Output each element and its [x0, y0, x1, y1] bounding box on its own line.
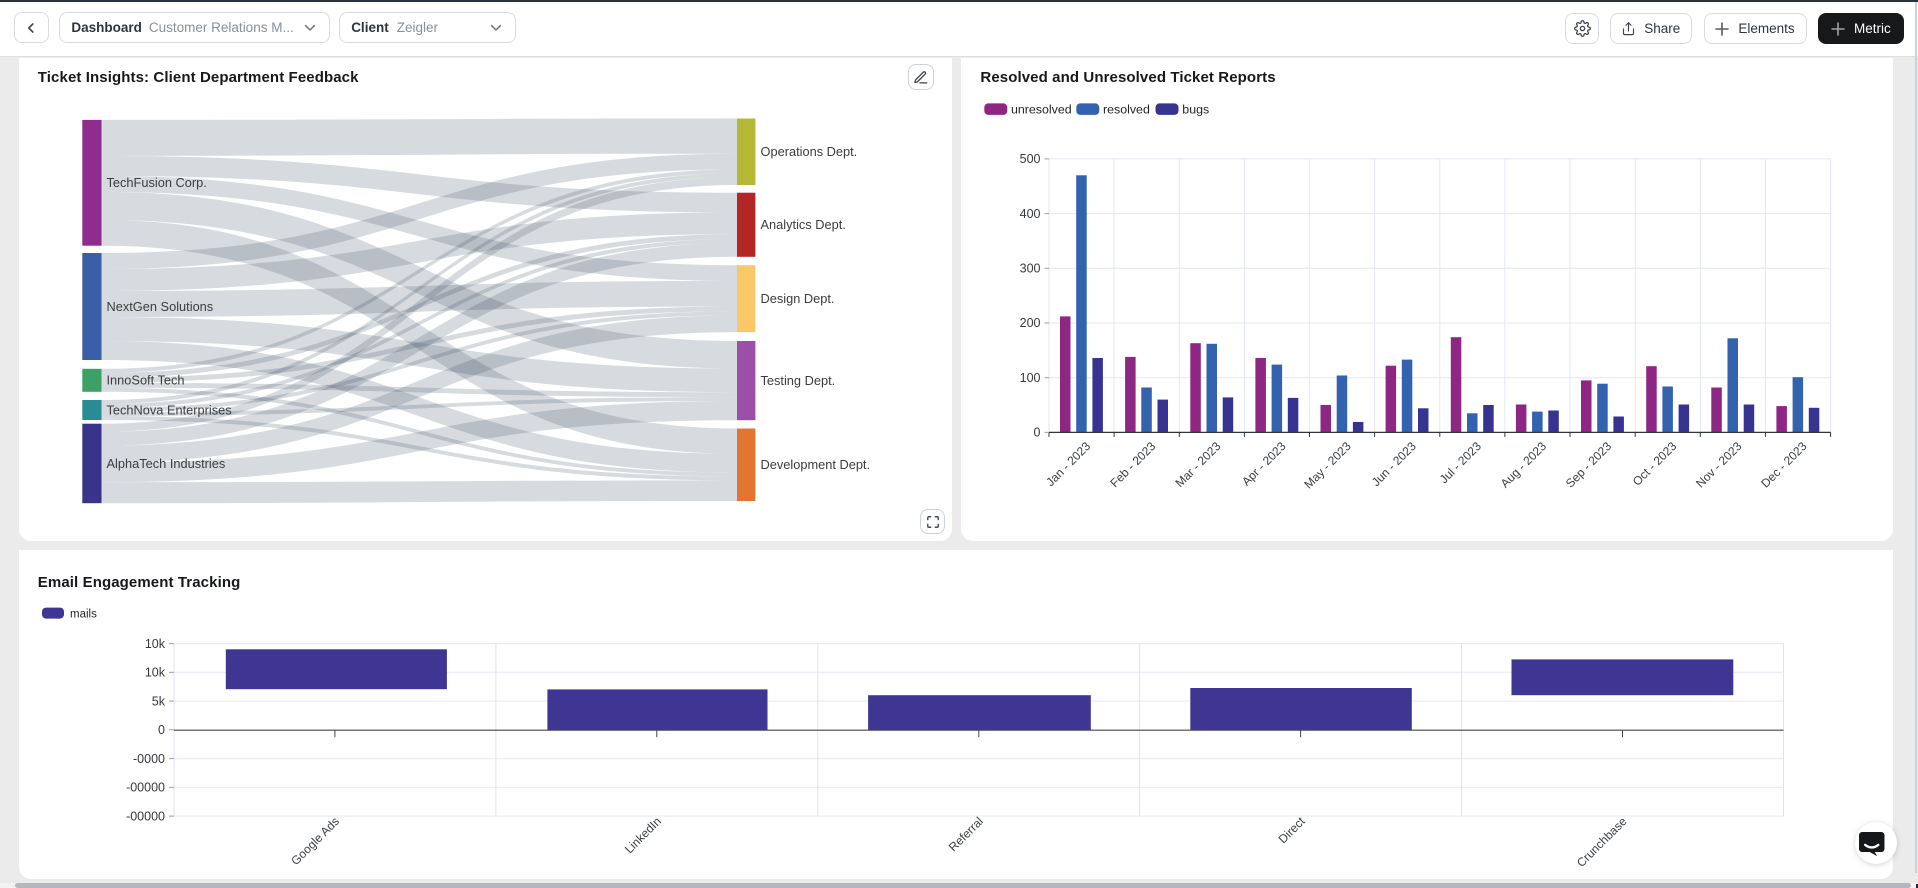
svg-text:Jun - 2023: Jun - 2023 [1369, 439, 1419, 489]
svg-text:Jul - 2023: Jul - 2023 [1437, 439, 1484, 486]
svg-text:Operations Dept.: Operations Dept. [761, 144, 858, 159]
svg-text:Referral: Referral [946, 814, 986, 854]
svg-text:-00000: -00000 [126, 809, 165, 823]
svg-text:TechFusion Corp.: TechFusion Corp. [107, 175, 207, 190]
svg-text:InnoSoft Tech: InnoSoft Tech [107, 373, 185, 388]
svg-text:300: 300 [1020, 262, 1041, 276]
svg-text:Development Dept.: Development Dept. [761, 457, 871, 472]
svg-text:Sep - 2023: Sep - 2023 [1563, 439, 1615, 491]
svg-text:LinkedIn: LinkedIn [622, 814, 664, 856]
svg-text:-0000: -0000 [133, 752, 165, 766]
svg-text:-00000: -00000 [126, 781, 165, 795]
svg-text:10k: 10k [145, 637, 166, 651]
svg-text:200: 200 [1020, 316, 1041, 330]
svg-text:Analytics Dept.: Analytics Dept. [761, 217, 846, 232]
svg-text:0: 0 [158, 723, 165, 737]
svg-text:TechNova Enterprises: TechNova Enterprises [107, 402, 232, 417]
svg-text:100: 100 [1020, 371, 1041, 385]
svg-text:May - 2023: May - 2023 [1301, 439, 1354, 492]
svg-text:Feb - 2023: Feb - 2023 [1107, 439, 1158, 490]
svg-text:Design Dept.: Design Dept. [761, 291, 835, 306]
svg-text:Direct: Direct [1276, 814, 1309, 847]
svg-text:Aug - 2023: Aug - 2023 [1498, 439, 1550, 491]
svg-text:unresolved: unresolved [1011, 103, 1072, 117]
svg-text:Mar - 2023: Mar - 2023 [1172, 439, 1223, 490]
svg-text:500: 500 [1020, 152, 1041, 166]
svg-text:10k: 10k [145, 666, 166, 680]
svg-text:Dec - 2023: Dec - 2023 [1758, 439, 1810, 491]
svg-text:AlphaTech Industries: AlphaTech Industries [107, 456, 226, 471]
svg-text:Jan - 2023: Jan - 2023 [1043, 439, 1093, 489]
svg-text:Crunchbase: Crunchbase [1574, 814, 1630, 870]
svg-text:mails: mails [70, 608, 97, 620]
svg-text:Google Ads: Google Ads [288, 814, 342, 868]
svg-text:Nov - 2023: Nov - 2023 [1693, 439, 1745, 491]
svg-text:bugs: bugs [1182, 103, 1209, 117]
svg-text:Testing Dept.: Testing Dept. [761, 373, 836, 388]
svg-text:NextGen Solutions: NextGen Solutions [107, 299, 214, 314]
svg-text:Apr - 2023: Apr - 2023 [1239, 439, 1289, 489]
svg-text:400: 400 [1020, 207, 1041, 221]
svg-text:Oct - 2023: Oct - 2023 [1630, 439, 1680, 489]
svg-text:resolved: resolved [1103, 103, 1150, 117]
svg-text:5k: 5k [152, 694, 166, 708]
svg-text:0: 0 [1034, 426, 1041, 440]
